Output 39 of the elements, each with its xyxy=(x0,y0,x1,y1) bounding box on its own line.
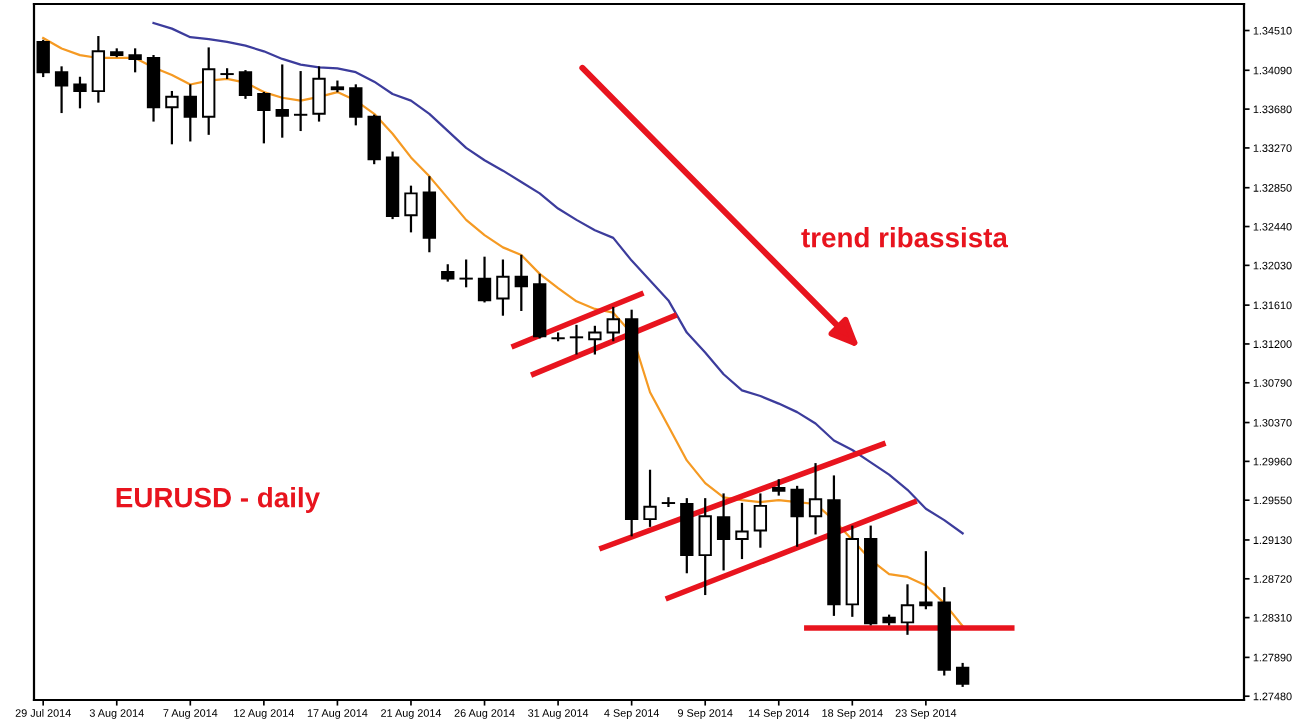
candlestick xyxy=(808,463,823,535)
candlestick xyxy=(293,71,308,132)
candlestick xyxy=(422,176,437,253)
candlestick xyxy=(716,493,731,571)
candlestick xyxy=(661,497,676,507)
candlestick xyxy=(404,185,418,233)
candlestick xyxy=(790,485,804,547)
candlestick xyxy=(643,469,657,527)
candlestick xyxy=(367,114,381,165)
candlestick xyxy=(477,256,492,303)
candlestick xyxy=(128,48,142,73)
candlestick xyxy=(275,64,289,138)
candlestick xyxy=(569,324,584,355)
candlestick xyxy=(312,66,326,122)
candlestick xyxy=(257,91,271,144)
candlestick xyxy=(753,493,768,548)
candlestick xyxy=(73,76,87,109)
candlestick xyxy=(91,36,106,103)
annotation: trend ribassista xyxy=(801,227,1009,248)
candlestick xyxy=(955,662,970,687)
candlestick xyxy=(551,332,565,342)
candlestick xyxy=(183,84,197,142)
candlestick xyxy=(349,84,363,126)
candlestick xyxy=(900,584,915,635)
annotation: EURUSD - daily xyxy=(116,487,320,513)
candlestick xyxy=(202,47,216,135)
candlestick xyxy=(698,498,712,596)
candlestick xyxy=(735,502,749,560)
candlestick xyxy=(919,551,933,610)
candlestick xyxy=(165,90,179,145)
candlestick xyxy=(459,259,473,288)
candlestick xyxy=(606,306,620,342)
candlestick xyxy=(238,70,253,99)
candlestick xyxy=(220,68,234,79)
candlestick xyxy=(330,80,345,93)
candlestick xyxy=(54,66,69,114)
candlestick xyxy=(588,325,602,355)
candlestick xyxy=(496,259,510,316)
candlestick xyxy=(514,254,528,311)
